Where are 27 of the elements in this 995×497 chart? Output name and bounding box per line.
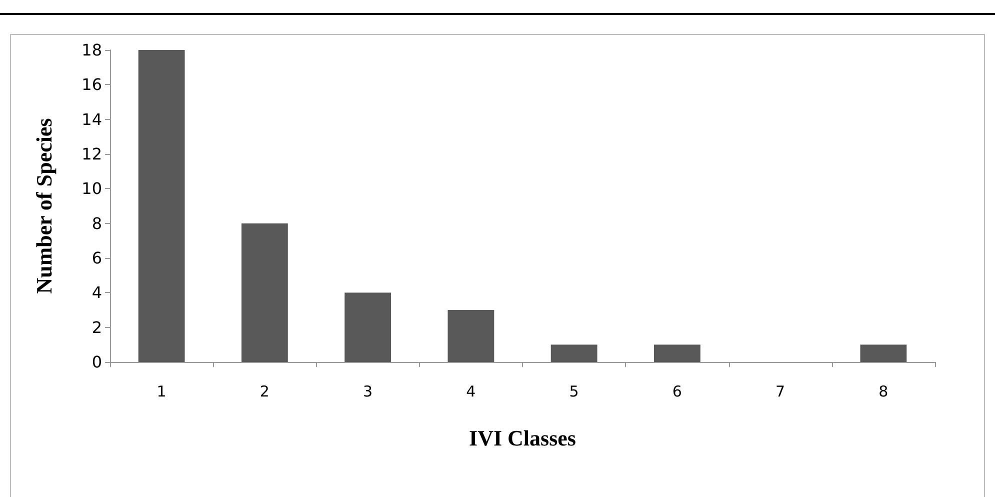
bar	[241, 223, 288, 362]
bar	[138, 50, 185, 362]
y-tick-label: 16	[82, 75, 102, 94]
y-tick-label: 10	[82, 179, 102, 198]
y-tick-label: 14	[82, 110, 102, 129]
y-axis-title: Number of Species	[32, 118, 56, 294]
bar	[448, 310, 494, 362]
y-tick-label: 4	[92, 283, 102, 302]
y-tick-label: 12	[82, 144, 102, 164]
x-tick-label: 8	[878, 382, 888, 400]
x-tick-label: 2	[260, 382, 270, 400]
y-tick-label: 2	[92, 318, 102, 337]
x-tick-label: 4	[466, 382, 476, 400]
x-tick-label: 5	[569, 382, 579, 400]
y-tick-label: 8	[92, 214, 102, 233]
x-tick-label: 3	[363, 382, 373, 400]
x-tick-label: 1	[156, 382, 166, 400]
bar	[344, 292, 392, 362]
y-tick-label: 18	[82, 40, 102, 60]
x-tick-label: 6	[672, 382, 682, 400]
bar	[550, 344, 598, 362]
x-tick-label: 7	[776, 382, 786, 400]
bar	[654, 344, 700, 362]
x-axis-title: IVI Classes	[469, 426, 576, 450]
bar	[860, 344, 907, 362]
y-tick-label: 6	[92, 248, 102, 268]
y-tick-label: 0	[92, 352, 102, 372]
